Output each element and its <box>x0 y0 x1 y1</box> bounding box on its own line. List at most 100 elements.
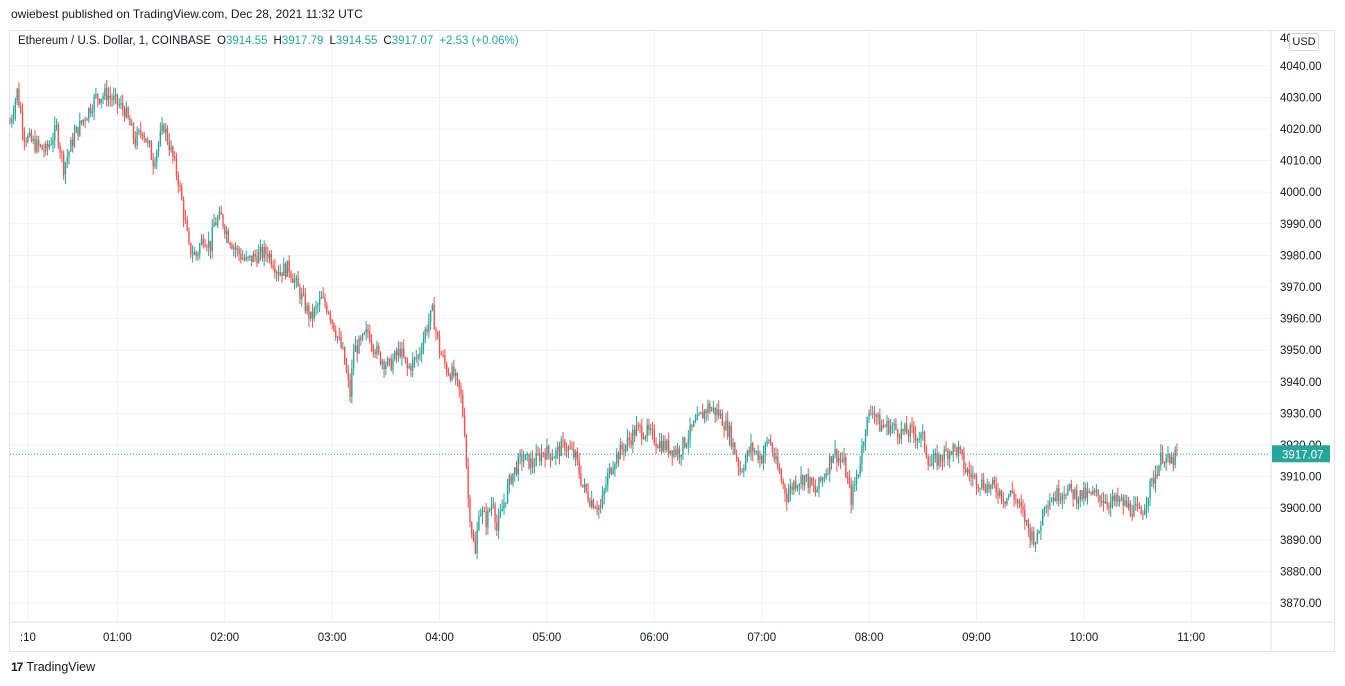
candle-body <box>510 475 512 484</box>
candle-body <box>258 251 260 264</box>
candle-body <box>766 441 768 444</box>
candle-body <box>875 414 877 417</box>
candle-body <box>800 475 802 485</box>
candle-body <box>684 437 686 447</box>
candle-body <box>560 440 562 457</box>
candle-body <box>553 457 555 459</box>
candle-body <box>610 467 613 474</box>
candle-body <box>714 407 716 416</box>
candle-body <box>948 451 951 460</box>
candle-body <box>66 157 68 163</box>
candle-body <box>73 132 76 147</box>
tradingview-brand[interactable]: 17 TradingView <box>11 660 95 674</box>
candle-body <box>633 429 636 436</box>
candle-body <box>54 125 56 140</box>
candle-body <box>1156 474 1158 476</box>
candle-body <box>1117 494 1119 502</box>
candle-body <box>207 240 210 248</box>
candle-body <box>710 409 713 412</box>
candle-body <box>565 450 568 452</box>
candle-body <box>34 138 36 152</box>
candle-body <box>719 413 722 416</box>
candle-body <box>950 451 953 454</box>
candle-body <box>678 448 681 458</box>
candle-body <box>476 529 478 554</box>
candle-body <box>836 449 838 463</box>
candle-body <box>256 256 258 264</box>
candle-body <box>143 135 145 139</box>
candle-body <box>1083 487 1085 499</box>
candle-body <box>1034 541 1037 545</box>
candle-body <box>1167 454 1169 458</box>
candle-body <box>68 151 70 158</box>
candle-body <box>363 332 366 335</box>
candle-body <box>333 322 335 331</box>
candle-body <box>630 440 632 445</box>
candle-body <box>619 444 622 460</box>
candle-body <box>9 122 11 124</box>
candle-body <box>1147 497 1149 506</box>
candle-body <box>564 440 566 451</box>
candle-body <box>954 444 956 448</box>
candle-body <box>834 449 836 456</box>
candle-body <box>206 246 208 248</box>
close-value: 3917.07 <box>391 35 434 47</box>
candle-body <box>209 240 212 252</box>
candle-body <box>732 442 734 447</box>
candle-body <box>991 479 994 485</box>
candle-body <box>592 499 595 509</box>
candle-body <box>972 474 974 478</box>
candle-body <box>655 443 657 447</box>
candle-body <box>730 425 732 447</box>
candle-body <box>803 475 806 486</box>
candle-body <box>503 502 505 509</box>
candle-body <box>349 379 351 397</box>
candle-body <box>188 230 190 243</box>
candle-body <box>157 143 160 152</box>
candle-body <box>263 246 265 259</box>
candle-body <box>632 429 634 445</box>
candle-body <box>832 455 834 463</box>
candle-body <box>496 522 498 531</box>
candle-body <box>700 412 702 414</box>
candle-body <box>438 336 441 354</box>
candle-body <box>345 363 348 372</box>
candle-body <box>241 258 244 260</box>
candle-body <box>1018 502 1021 504</box>
close-label: C <box>383 35 392 47</box>
candle-body <box>569 447 571 449</box>
candle-body <box>589 500 591 507</box>
candle-body <box>62 153 65 175</box>
candle-body <box>420 350 423 354</box>
candle-body <box>841 459 843 462</box>
x-tick-label: 08:00 <box>855 632 884 644</box>
candle-body <box>1138 507 1141 509</box>
candle-body <box>830 456 833 463</box>
candle-body <box>884 426 886 428</box>
candle-body <box>136 132 138 146</box>
candle-body <box>1165 457 1167 464</box>
candle-body <box>499 511 502 517</box>
candle-body <box>37 139 40 146</box>
candle-body <box>737 459 740 468</box>
candle-body <box>1111 495 1114 502</box>
candle-body <box>21 112 24 132</box>
candle-body <box>843 457 845 462</box>
candle-body <box>961 449 963 455</box>
candle-body <box>109 95 111 99</box>
candle-body <box>857 473 860 477</box>
x-tick-label: 05:00 <box>533 632 562 644</box>
candle-body <box>369 331 371 342</box>
candle-body <box>658 441 661 449</box>
candle-body <box>89 108 92 114</box>
candle-body <box>360 337 362 340</box>
candle-body <box>995 484 997 493</box>
candle-body <box>1067 488 1069 496</box>
candle-body <box>578 460 580 474</box>
currency-button[interactable]: USD <box>1289 33 1319 51</box>
candle-body <box>238 248 240 254</box>
candle-body <box>628 438 630 441</box>
candle-body <box>508 475 511 485</box>
y-tick-label: 3930.00 <box>1280 408 1322 420</box>
